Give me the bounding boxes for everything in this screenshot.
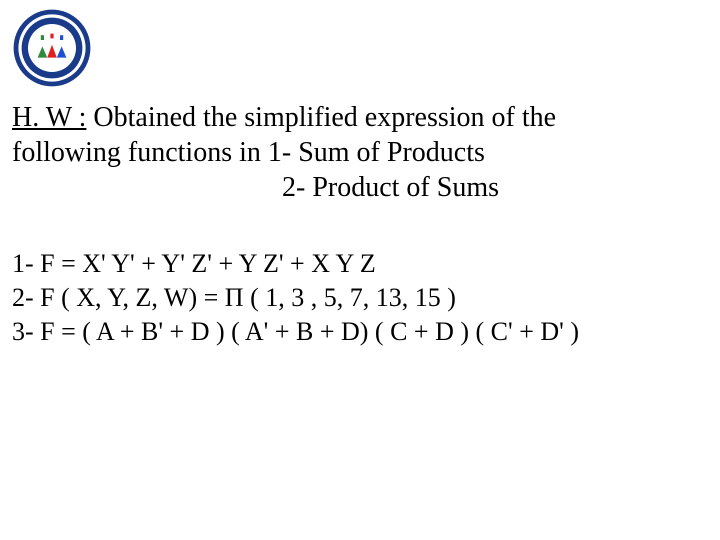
- heading-line3: 2- Product of Sums: [282, 170, 499, 205]
- problem-2: 2- F ( X, Y, Z, W) = Π ( 1, 3 , 5, 7, 13…: [12, 281, 712, 315]
- problem-1: 1- F = X' Y' + Y' Z' + Y Z' + X Y Z: [12, 247, 712, 281]
- institution-logo: [12, 8, 92, 88]
- assignment-heading: H. W : Obtained the simplified expressio…: [12, 100, 712, 205]
- problem-list: 1- F = X' Y' + Y' Z' + Y Z' + X Y Z 2- F…: [12, 247, 712, 348]
- heading-line1: Obtained the simplified expression of th…: [86, 102, 556, 133]
- hw-label: H. W :: [12, 102, 86, 133]
- heading-line2: following functions in 1- Sum of Product…: [12, 137, 485, 168]
- problem-3: 3- F = ( A + B' + D ) ( A' + B + D) ( C …: [12, 315, 712, 349]
- slide-content: H. W : Obtained the simplified expressio…: [12, 100, 712, 348]
